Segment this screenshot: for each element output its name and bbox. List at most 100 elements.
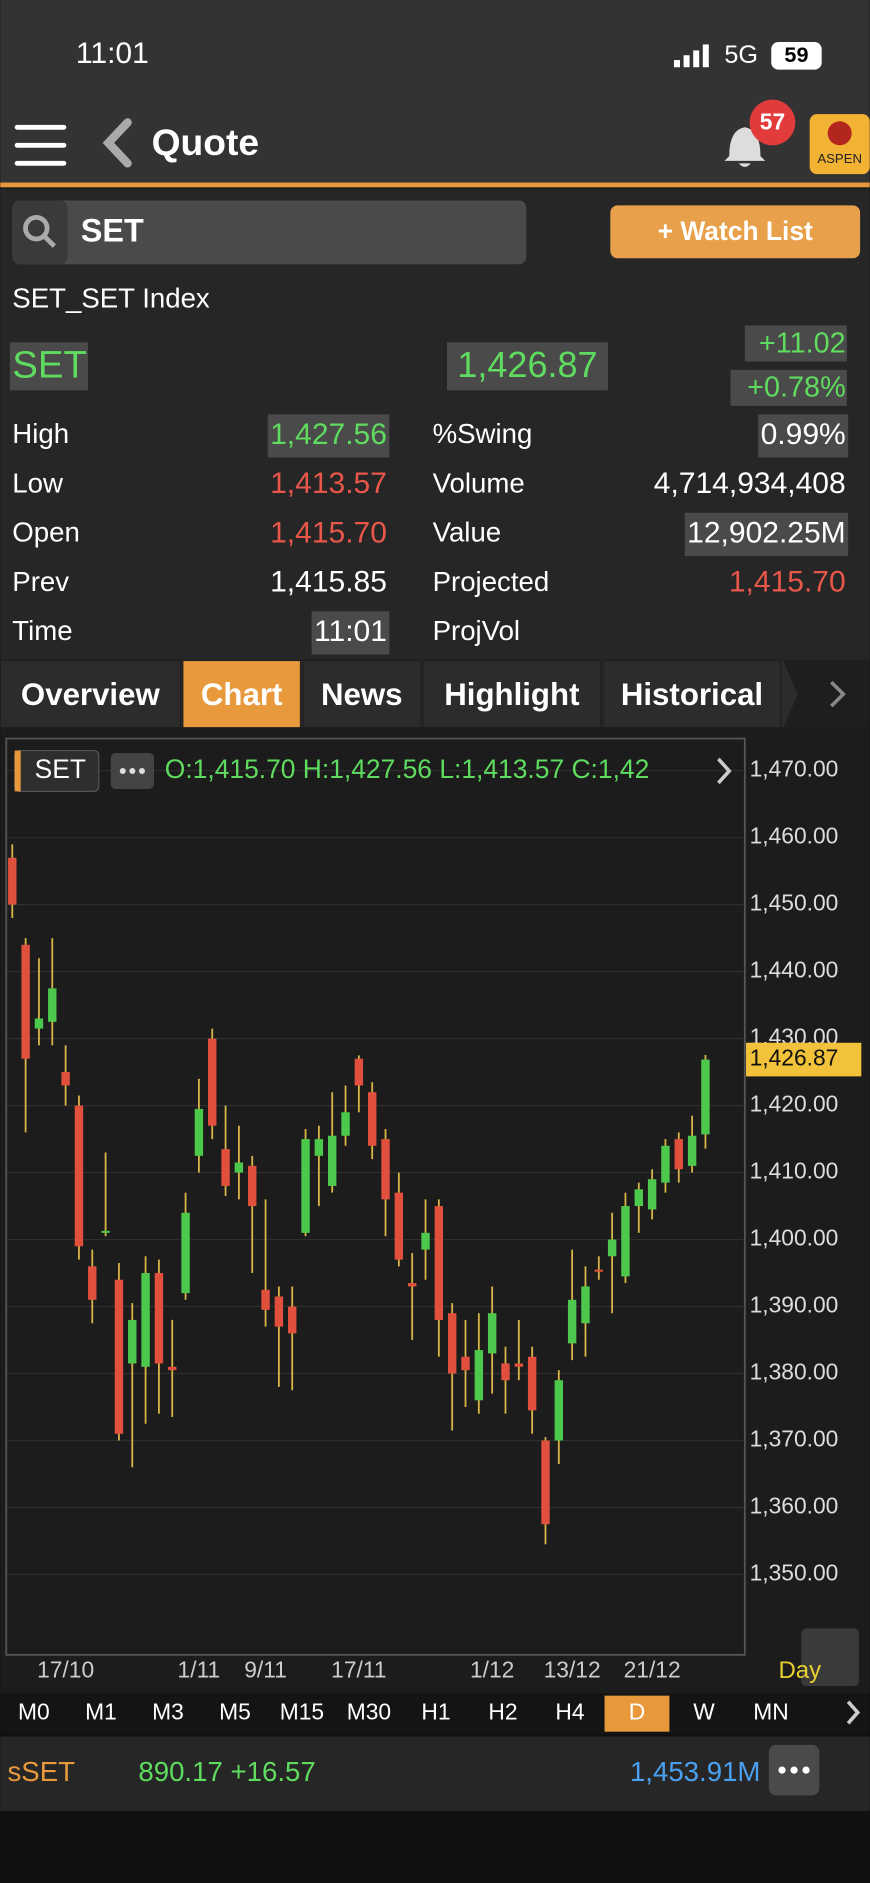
candle-body [208,1038,217,1126]
timeframe[interactable]: MN [753,1699,788,1725]
timeframe[interactable]: M3 [152,1699,184,1725]
candle-body [74,1105,84,1247]
tab-label: Overview [21,677,161,712]
candle-body [234,1162,244,1173]
tab[interactable] [0,659,182,729]
candle-body [128,1319,137,1364]
expand-button[interactable] [801,1628,859,1687]
legend-ohlc: O:1,415.70 H:1,427.56 L:1,413.57 C:1,42 [165,754,649,784]
candle-body [248,1165,257,1207]
x-tick-label: 21/12 [624,1657,681,1683]
badge-count: 57 [760,109,785,135]
field-label: Time [12,615,72,646]
candle-body [554,1380,564,1441]
y-tick-label: 1,470.00 [750,756,839,782]
candle-body [581,1286,590,1324]
y-tick-label: 1,390.00 [750,1292,839,1318]
watchlist-button[interactable] [610,205,861,259]
menu-button[interactable] [14,124,67,166]
timeframe[interactable]: M1 [85,1699,117,1725]
candle-body [34,1018,44,1029]
field-value: 1,415.85 [270,566,387,599]
candle-body [101,1230,110,1233]
change-pct-bg [730,369,847,406]
change-bg [744,325,847,362]
candles: 17/10 1/11 9/11 17/11 1/12 13/12 21/12 [8,844,710,1683]
timeframe[interactable]: D [629,1699,645,1725]
change-pct: +0.78% [747,372,846,404]
watchlist-label: + Watch List [658,216,813,246]
timeframe[interactable]: M0 [18,1699,50,1725]
grid: 1,350.00 1,360.00 1,370.00 1,380.00 1,390.00… [7,756,862,1585]
y-tick-label: 1,450.00 [750,890,839,916]
search-icon-bg [12,200,68,265]
timeframe-arrow [846,1700,861,1725]
timeframe[interactable]: H1 [421,1699,450,1725]
timeframe[interactable]: H2 [488,1699,517,1725]
candle-body [194,1108,204,1156]
legend-symbol: SET [35,754,86,784]
index-name: SET_SET Index [12,283,210,314]
page-title: Quote [152,121,260,163]
timeframe[interactable]: M5 [219,1699,251,1725]
field-value-bg [684,512,849,557]
candle-body [8,857,17,905]
candle-body [341,1112,350,1136]
top-bar [0,0,870,185]
tab-scroll[interactable] [783,660,870,728]
plot-area [5,737,746,1656]
candle-body [381,1139,390,1200]
period-label: Day [778,1657,821,1684]
y-tick-label: 1,350.00 [750,1559,839,1585]
field-label: Value [433,517,502,548]
x-tick-label: 17/10 [37,1657,94,1683]
legend-marker [14,750,21,792]
battery-level: 59 [784,42,808,67]
field-value: 11:01 [314,615,387,648]
candle-body [501,1363,510,1381]
y-tick-label: 1,360.00 [750,1493,839,1519]
x-tick-label: 1/12 [470,1657,514,1683]
search-text: SET [81,213,144,249]
candle-body [181,1212,190,1294]
y-tick-label: 1,440.00 [750,957,839,983]
candle-body [367,1092,377,1146]
search-box[interactable] [12,200,527,265]
x-tick-label: 13/12 [544,1657,601,1683]
candle-body [594,1269,604,1272]
timeframe-bar [0,1693,870,1735]
candle-body [288,1306,297,1334]
tab-label: Historical [621,677,763,712]
candle-body [434,1206,444,1320]
footer-value: 1,453.91M [630,1756,760,1787]
tab-label: Highlight [444,677,580,712]
badge [749,99,796,146]
y-tick-label: 1,400.00 [750,1225,839,1251]
timeframe[interactable]: M15 [280,1699,324,1725]
candle-body [394,1192,404,1260]
field-value: 4,714,934,408 [654,467,846,500]
back-button[interactable] [102,118,132,168]
field-value: 1,415.70 [270,516,387,549]
field-value: 1,415.70 [729,566,846,599]
timeframe[interactable]: M30 [347,1699,391,1725]
legend-menu-dots [119,767,145,774]
timeframe[interactable]: W [693,1699,715,1725]
candle-body [607,1239,617,1257]
y-tick-label: 1,420.00 [750,1091,839,1117]
timeframe[interactable]: H4 [555,1699,584,1725]
battery [771,42,822,70]
signal [673,44,709,68]
candle-body [61,1072,70,1086]
candle-body [301,1139,310,1233]
field-label: High [12,418,69,449]
candle-body [447,1313,457,1374]
candle-body [647,1179,657,1210]
tab-label: News [321,677,403,712]
candle-body [274,1296,284,1327]
field-label: Low [12,467,63,498]
field-value: 12,902.25M [687,516,846,549]
tab[interactable] [422,659,602,729]
tab[interactable] [602,659,782,729]
